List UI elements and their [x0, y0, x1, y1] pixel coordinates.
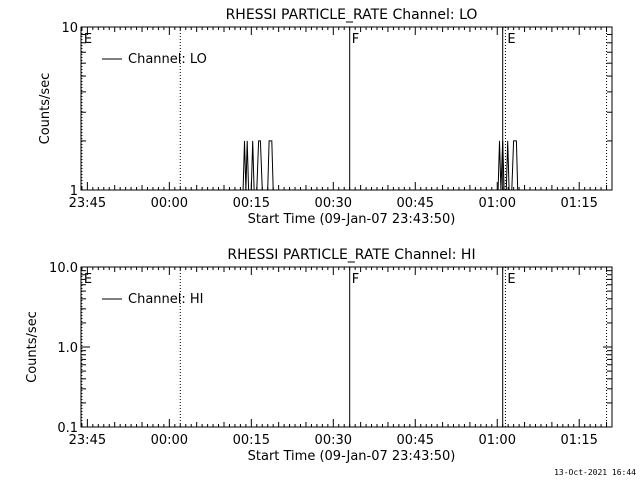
y-tick-label: 1	[70, 184, 78, 199]
x-tick-label: 23:45	[69, 433, 106, 448]
x-tick-label: 00:30	[315, 196, 352, 211]
x-tick-label: 01:00	[479, 196, 516, 211]
x-tick-label: 23:45	[69, 196, 106, 211]
x-tick-label: 00:45	[397, 196, 434, 211]
x-tick-label: 01:15	[560, 196, 597, 211]
x-tick-label: 00:00	[151, 196, 188, 211]
x-tick-label: 01:15	[560, 433, 597, 448]
y-tick-label: 1.0	[57, 341, 78, 356]
chart-panel-hi: RHESSI PARTICLE_RATE Channel: HI 23:45 00:…	[25, 247, 613, 464]
y-tick-label: 10.0	[49, 261, 78, 276]
x-tick-label: 00:45	[397, 433, 434, 448]
y-tick-label: 0.1	[57, 421, 78, 436]
legend-label: Channel: LO	[128, 52, 207, 67]
annotation-label: E	[507, 32, 515, 47]
y-tick-label: 10	[61, 21, 78, 36]
series-line	[242, 140, 519, 191]
x-tick-label: 00:00	[151, 433, 188, 448]
annotation-label: F	[352, 272, 359, 287]
annotation-label: E	[84, 32, 92, 47]
plot-frame	[80, 266, 613, 428]
x-tick-label: 00:15	[233, 433, 270, 448]
x-tick-label: 00:30	[315, 433, 352, 448]
x-tick-label: 00:15	[233, 196, 270, 211]
y-axis-label: Counts/sec	[38, 73, 53, 145]
chart-title: RHESSI PARTICLE_RATE Channel: LO	[226, 7, 478, 23]
chart-title: RHESSI PARTICLE_RATE Channel: HI	[227, 247, 475, 263]
legend-label: Channel: HI	[128, 292, 204, 307]
annotation-label: E	[507, 272, 515, 287]
x-axis-label: Start Time (09-Jan-07 23:43:50)	[248, 449, 456, 464]
annotation-label: F	[352, 32, 359, 47]
x-tick-label: 01:00	[479, 433, 516, 448]
timestamp-footer: 13-Oct-2021 16:44	[554, 468, 636, 477]
annotation-label: E	[84, 272, 92, 287]
x-axis-label: Start Time (09-Jan-07 23:43:50)	[248, 212, 456, 227]
chart-panel-lo: RHESSI PARTICLE_RATE Channel: LO 23:45 00:…	[38, 7, 613, 227]
y-axis-label: Counts/sec	[25, 311, 40, 383]
